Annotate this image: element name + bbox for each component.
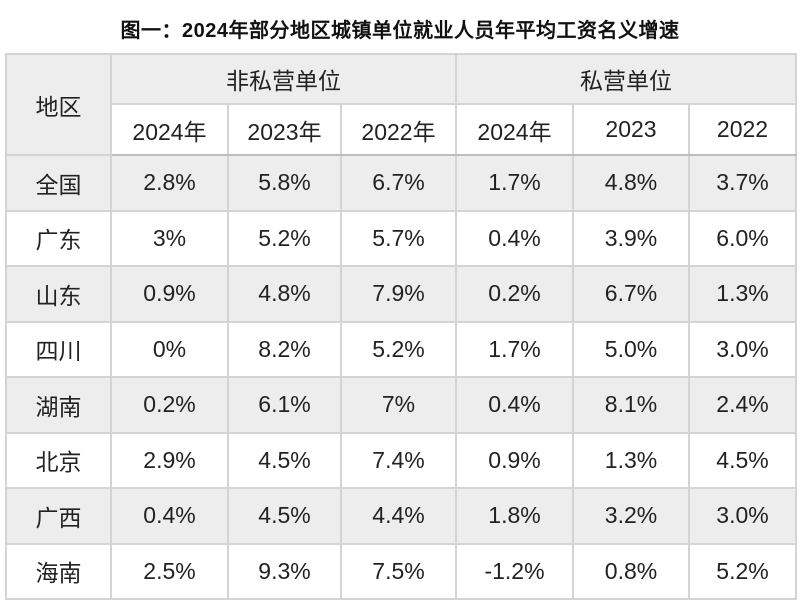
value-cell: 5.2%: [340, 320, 457, 378]
value-cell: 5.2%: [687, 542, 798, 600]
value-cell: 2.4%: [687, 376, 798, 434]
region-cell: 湖南: [5, 376, 112, 434]
value-cell: 4.5%: [227, 431, 342, 489]
column-header-nonprivate-2024: 2024年: [110, 103, 229, 156]
column-header-private-2024: 2024年: [455, 103, 574, 156]
value-cell: 1.3%: [687, 265, 798, 323]
value-cell: 9.3%: [227, 542, 342, 600]
region-cell: 山东: [5, 265, 112, 323]
value-cell: 5.0%: [572, 320, 690, 378]
value-cell: 7.5%: [340, 542, 457, 600]
value-cell: 7%: [340, 376, 457, 434]
column-group-private: 私营单位: [454, 53, 798, 105]
value-cell: 5.7%: [340, 209, 457, 267]
wage-growth-table: 地区 非私营单位 私营单位 2024年 2023年 2022年 2024年 20…: [5, 53, 798, 600]
value-cell: 7.9%: [340, 265, 457, 323]
value-cell: 2.5%: [110, 542, 229, 600]
value-cell: 4.5%: [687, 431, 798, 489]
region-cell: 四川: [5, 320, 112, 378]
value-cell: -1.2%: [455, 542, 574, 600]
column-group-nonprivate: 非私营单位: [110, 53, 457, 105]
value-cell: 1.8%: [455, 487, 574, 545]
table-row: 海南 2.5% 9.3% 7.5% -1.2% 0.8% 5.2%: [5, 542, 798, 600]
value-cell: 0.9%: [110, 265, 229, 323]
column-header-region: 地区: [5, 53, 112, 156]
column-header-nonprivate-2022: 2022年: [340, 103, 457, 156]
table-row: 湖南 0.2% 6.1% 7% 0.4% 8.1% 2.4%: [5, 376, 798, 434]
column-header-nonprivate-2023: 2023年: [227, 103, 342, 156]
header-group-row: 地区 非私营单位 私营单位: [5, 53, 798, 156]
value-cell: 7.4%: [340, 431, 457, 489]
value-cell: 8.2%: [227, 320, 342, 378]
value-cell: 3.0%: [687, 487, 798, 545]
region-cell: 北京: [5, 431, 112, 489]
value-cell: 6.7%: [340, 154, 457, 212]
value-cell: 3.9%: [572, 209, 690, 267]
value-cell: 0.4%: [455, 376, 574, 434]
value-cell: 0.2%: [110, 376, 229, 434]
value-cell: 1.7%: [455, 320, 574, 378]
figure-title: 图一：2024年部分地区城镇单位就业人员年平均工资名义增速: [120, 20, 680, 42]
value-cell: 0.9%: [455, 431, 574, 489]
value-cell: 4.8%: [572, 154, 690, 212]
table-header: 地区 非私营单位 私营单位 2024年 2023年 2022年 2024年 20…: [5, 53, 798, 156]
value-cell: 0.4%: [455, 209, 574, 267]
column-header-private-2023: 2023: [572, 103, 690, 156]
value-cell: 0.2%: [455, 265, 574, 323]
region-cell: 海南: [5, 542, 112, 600]
value-cell: 2.8%: [110, 154, 229, 212]
value-cell: 6.7%: [572, 265, 690, 323]
region-cell: 广西: [5, 487, 112, 545]
value-cell: 8.1%: [572, 376, 690, 434]
region-cell: 全国: [5, 154, 112, 212]
table-row: 广东 3% 5.2% 5.7% 0.4% 3.9% 6.0%: [5, 209, 798, 267]
value-cell: 1.3%: [572, 431, 690, 489]
value-cell: 0.8%: [572, 542, 690, 600]
table-body: 全国 2.8% 5.8% 6.7% 1.7% 4.8% 3.7% 广东 3% 5…: [5, 154, 798, 600]
value-cell: 6.1%: [227, 376, 342, 434]
column-header-private-2022: 2022: [687, 103, 798, 156]
table-row: 四川 0% 8.2% 5.2% 1.7% 5.0% 3.0%: [5, 320, 798, 378]
value-cell: 5.2%: [227, 209, 342, 267]
value-cell: 1.7%: [455, 154, 574, 212]
table-row: 山东 0.9% 4.8% 7.9% 0.2% 6.7% 1.3%: [5, 265, 798, 323]
table-row: 广西 0.4% 4.5% 4.4% 1.8% 3.2% 3.0%: [5, 487, 798, 545]
region-cell: 广东: [5, 209, 112, 267]
header-year-row: 2024年 2023年 2022年 2024年 2023 2022: [6, 103, 798, 156]
value-cell: 4.8%: [227, 265, 342, 323]
value-cell: 3.7%: [687, 154, 798, 212]
value-cell: 6.0%: [687, 209, 798, 267]
value-cell: 0.4%: [110, 487, 229, 545]
value-cell: 4.5%: [227, 487, 342, 545]
value-cell: 2.9%: [110, 431, 229, 489]
value-cell: 3.0%: [687, 320, 798, 378]
value-cell: 5.8%: [227, 154, 342, 212]
value-cell: 4.4%: [340, 487, 457, 545]
table-row: 全国 2.8% 5.8% 6.7% 1.7% 4.8% 3.7%: [5, 154, 798, 212]
value-cell: 0%: [110, 320, 229, 378]
value-cell: 3%: [110, 209, 229, 267]
table-row: 北京 2.9% 4.5% 7.4% 0.9% 1.3% 4.5%: [5, 431, 798, 489]
value-cell: 3.2%: [572, 487, 690, 545]
